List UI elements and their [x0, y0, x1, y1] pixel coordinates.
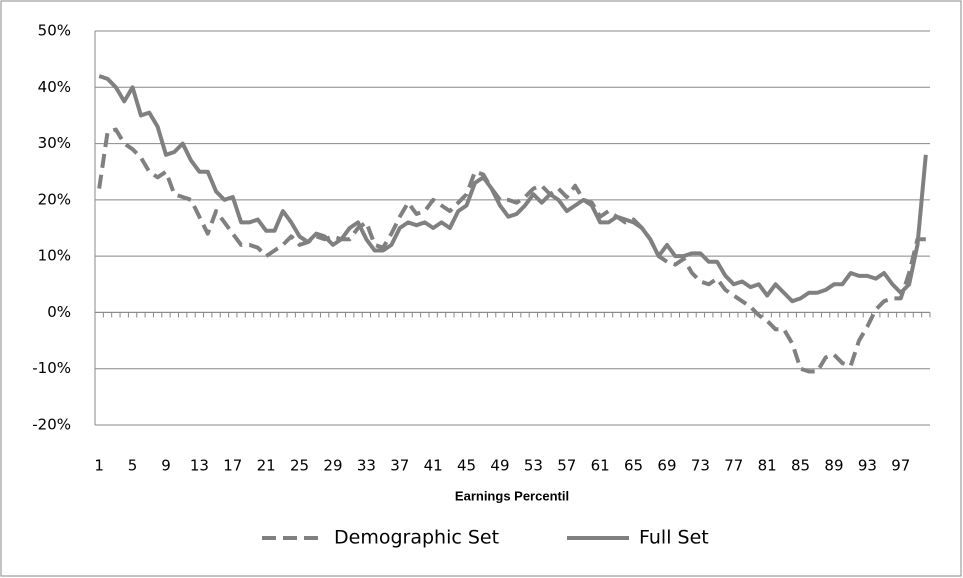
x-tick-label: 37 — [390, 457, 409, 475]
x-axis-title: Earnings Percentil — [455, 488, 569, 503]
x-tick-label: 89 — [824, 457, 843, 475]
series-line — [98, 74, 928, 304]
y-tick-label: 10% — [38, 247, 71, 265]
x-tick-label: 25 — [290, 457, 309, 475]
x-tick-label: 17 — [223, 457, 242, 475]
x-tick-label: 21 — [257, 457, 276, 475]
x-tick-label: 77 — [724, 457, 743, 475]
legend-label: Full Set — [639, 527, 709, 549]
y-tick-label: 20% — [38, 190, 71, 208]
x-tick-label: 93 — [858, 457, 877, 475]
series-line — [97, 127, 926, 374]
x-tick-label: 65 — [624, 457, 643, 475]
x-tick-label: 69 — [657, 457, 676, 475]
x-tick-label: 57 — [557, 457, 576, 475]
y-tick-label: 40% — [38, 78, 71, 96]
y-tick-label: 0% — [47, 303, 71, 321]
y-tick-label: 30% — [38, 134, 71, 152]
x-tick-label: 9 — [161, 457, 171, 475]
x-tick-label: 5 — [128, 457, 138, 475]
x-tick-label: 45 — [457, 457, 476, 475]
y-tick-label: -10% — [32, 359, 71, 377]
x-tick-label: 97 — [891, 457, 910, 475]
y-tick-label: 50% — [38, 22, 71, 40]
x-tick-label: 61 — [591, 457, 610, 475]
y-tick-label: -20% — [32, 416, 71, 434]
x-tick-label: 81 — [758, 457, 777, 475]
x-tick-label: 53 — [524, 457, 543, 475]
legend-label: Demographic Set — [334, 527, 499, 549]
x-tick-label: 49 — [490, 457, 509, 475]
x-tick-label: 41 — [424, 457, 443, 475]
x-tick-label: 29 — [323, 457, 342, 475]
x-tick-label: 73 — [691, 457, 710, 475]
x-tick-label: 13 — [190, 457, 209, 475]
x-tick-label: 1 — [94, 457, 104, 475]
x-tick-label: 85 — [791, 457, 810, 475]
x-tick-label: 33 — [357, 457, 376, 475]
